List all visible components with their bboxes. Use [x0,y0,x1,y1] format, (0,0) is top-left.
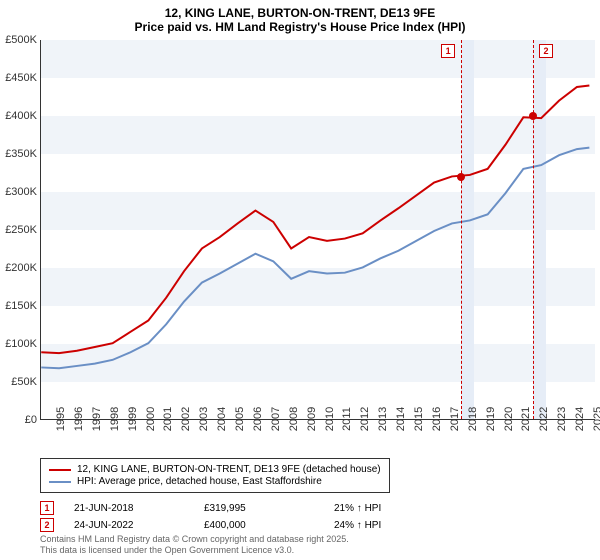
footer-line-2: This data is licensed under the Open Gov… [40,545,349,556]
legend-label-property: 12, KING LANE, BURTON-ON-TRENT, DE13 9FE… [77,464,381,475]
y-tick-label: £50K [11,376,41,388]
y-tick-label: £450K [5,72,41,84]
marker-line [533,40,534,419]
title-line-1: 12, KING LANE, BURTON-ON-TRENT, DE13 9FE [0,6,600,20]
annotation-vshpi-1: 21% ↑ HPI [334,503,464,514]
y-tick-label: £0 [25,414,41,426]
annotation-vshpi-2: 24% ↑ HPI [334,520,464,531]
legend-swatch-hpi [49,481,71,483]
series-line [41,85,589,353]
chart-title: 12, KING LANE, BURTON-ON-TRENT, DE13 9FE… [0,0,600,36]
annotation-marker-2: 2 [40,518,54,532]
annotation-date-2: 24-JUN-2022 [74,520,204,531]
y-tick-label: £150K [5,300,41,312]
annotation-marker-1: 1 [40,501,54,515]
marker-line [461,40,462,419]
y-tick-label: £250K [5,224,41,236]
chart-plot-area: £0£50K£100K£150K£200K£250K£300K£350K£400… [40,40,595,420]
annotation-date-1: 21-JUN-2018 [74,503,204,514]
y-tick-label: £200K [5,262,41,274]
y-tick-label: £100K [5,338,41,350]
legend-swatch-property [49,469,71,471]
annotation-table: 1 21-JUN-2018 £319,995 21% ↑ HPI 2 24-JU… [40,498,464,535]
marker-label-box: 1 [441,44,455,58]
y-tick-label: £300K [5,186,41,198]
marker-dot [457,173,465,181]
annotation-price-2: £400,000 [204,520,334,531]
footer-line-1: Contains HM Land Registry data © Crown c… [40,534,349,545]
annotation-row-2: 2 24-JUN-2022 £400,000 24% ↑ HPI [40,518,464,532]
legend: 12, KING LANE, BURTON-ON-TRENT, DE13 9FE… [40,458,390,493]
annotation-row-1: 1 21-JUN-2018 £319,995 21% ↑ HPI [40,501,464,515]
y-tick-label: £400K [5,110,41,122]
y-tick-label: £500K [5,34,41,46]
legend-row-hpi: HPI: Average price, detached house, East… [49,476,381,487]
x-tick-label: 2025 [578,407,600,431]
legend-row-property: 12, KING LANE, BURTON-ON-TRENT, DE13 9FE… [49,464,381,475]
footer: Contains HM Land Registry data © Crown c… [40,534,349,556]
chart-svg [41,40,595,419]
annotation-price-1: £319,995 [204,503,334,514]
y-tick-label: £350K [5,148,41,160]
legend-label-hpi: HPI: Average price, detached house, East… [77,476,322,487]
marker-dot [529,112,537,120]
marker-label-box: 2 [539,44,553,58]
title-line-2: Price paid vs. HM Land Registry's House … [0,20,600,34]
